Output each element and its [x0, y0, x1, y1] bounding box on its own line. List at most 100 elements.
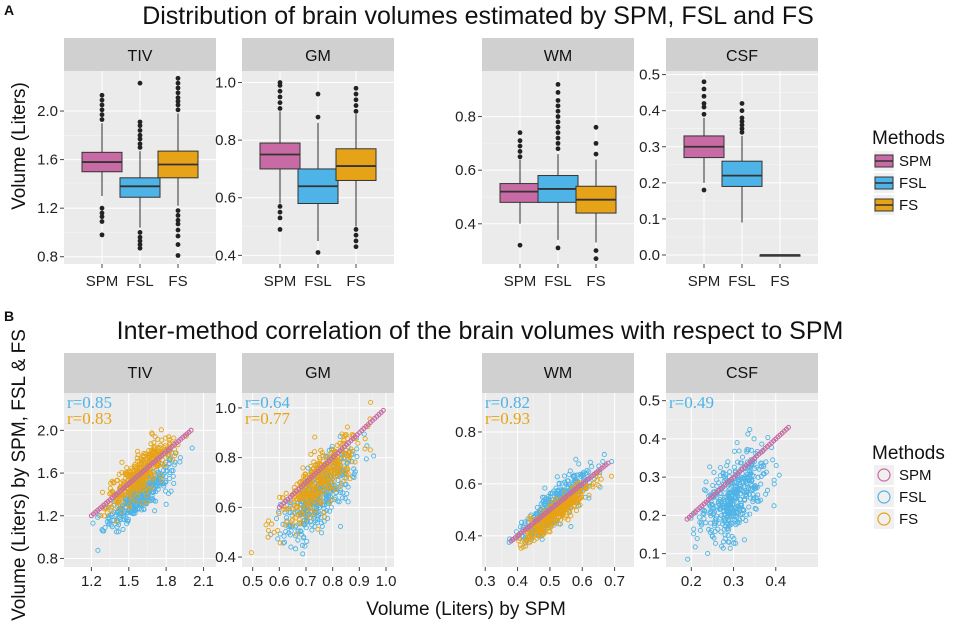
point-fsl: [162, 488, 169, 494]
facet-gm: GM 0.4 0.6 0.8 1.0 SPM FSL FS: [215, 38, 394, 290]
point-fs: [346, 459, 352, 465]
point-fsl: [161, 483, 167, 489]
x-tick-label: 0.2: [681, 573, 702, 590]
point-fs: [300, 465, 306, 471]
outlier-point: [555, 103, 561, 109]
box-fsl: [119, 80, 161, 251]
point-fsl: [587, 459, 593, 465]
point-fs: [608, 473, 615, 479]
point-fsl: [559, 480, 565, 486]
outlier-point: [99, 210, 105, 216]
point-fs: [283, 490, 289, 496]
point-fsl: [319, 523, 325, 529]
point-fs: [303, 516, 309, 522]
point-fsl: [295, 537, 301, 543]
point-fsl: [351, 466, 357, 472]
point-fs: [345, 466, 351, 472]
outlier-point: [277, 80, 283, 85]
point-fsl: [139, 495, 145, 501]
point-fsl: [124, 521, 130, 527]
x-tick-label: 2.1: [193, 573, 214, 590]
outlier-point: [555, 130, 561, 136]
point-fsl: [711, 509, 717, 515]
point-fs: [147, 474, 153, 480]
outlier-point: [175, 227, 181, 233]
point-fs: [158, 472, 164, 478]
scatter-points: [684, 424, 791, 562]
point-fs: [527, 516, 533, 522]
box-fs: [335, 85, 377, 250]
point-fs: [573, 508, 580, 514]
y-tick-label: 0.4: [455, 216, 476, 233]
y-tick-label: 0.8: [37, 550, 58, 567]
point-fs: [329, 497, 335, 503]
outlier-point: [99, 107, 105, 113]
point-fs: [318, 447, 324, 453]
point-fs: [539, 524, 545, 530]
point-fs: [146, 454, 152, 461]
point-fsl: [321, 509, 327, 515]
point-fsl: [522, 521, 528, 527]
box-fs: [575, 124, 617, 262]
point-fsl: [705, 550, 711, 557]
point-fsl: [740, 454, 746, 460]
point-fsl: [744, 447, 750, 453]
point-fs: [282, 522, 288, 528]
x-tick-label: 0.6: [572, 573, 593, 590]
point-fsl: [309, 522, 315, 528]
point-fs: [126, 502, 132, 509]
point-fsl: [741, 497, 748, 503]
point-fs: [550, 521, 556, 527]
y-tick-label: 2.0: [37, 422, 58, 439]
facet-strip: [64, 38, 216, 71]
point-fs: [289, 505, 295, 511]
point-fsl: [300, 551, 306, 557]
outlier-point: [175, 98, 181, 104]
outlier-point: [517, 143, 523, 149]
box-fsl: [721, 101, 763, 223]
point-fsl: [280, 540, 286, 546]
point-fs: [158, 442, 164, 448]
point-fs: [281, 506, 287, 513]
point-fsl: [754, 498, 760, 504]
facet-csf: CSF 0.1 0.2 0.3 0.4 0.5 0.2 0.3 0.4 r=0.49: [639, 353, 818, 590]
outlier-point: [137, 245, 143, 251]
point-fs: [277, 540, 283, 546]
point-fsl: [711, 519, 717, 525]
y-tick-label: 0.8: [215, 132, 236, 149]
point-fsl: [720, 545, 726, 551]
point-fsl: [337, 523, 344, 529]
point-fs: [135, 493, 141, 499]
outlier-point: [739, 122, 745, 128]
point-fs: [148, 441, 154, 447]
x-tick-label: 0.6: [269, 573, 290, 590]
point-fsl: [318, 520, 324, 526]
point-spm: [380, 407, 386, 413]
point-fs: [277, 494, 283, 500]
point-fs: [248, 550, 254, 556]
point-fsl: [765, 434, 771, 441]
box-spm: [683, 79, 725, 193]
r-label-fsl: r=0.49: [669, 393, 714, 412]
point-fsl: [761, 471, 767, 477]
outlier-point: [137, 136, 143, 142]
point-fs: [531, 526, 537, 532]
facet-wm: WM 0.4 0.6 0.8 0.3 0.4 0.5 0.6 0.7 r=0.82r=0.93: [455, 353, 634, 590]
point-fsl: [304, 538, 310, 544]
outlier-point: [555, 108, 561, 114]
point-fs: [125, 485, 131, 491]
point-fs: [566, 503, 573, 509]
point-fsl: [747, 469, 753, 475]
point-fs: [108, 504, 115, 510]
point-fsl: [738, 511, 744, 517]
point-fsl: [340, 490, 346, 496]
point-fsl: [95, 547, 101, 553]
facet-strip: [482, 38, 634, 71]
point-fs: [586, 492, 592, 498]
outlier-point: [517, 130, 523, 136]
point-fsl: [731, 464, 737, 470]
x-tick-label: 0.7: [604, 573, 625, 590]
facet-strip: [482, 353, 634, 393]
outlier-point: [137, 234, 143, 240]
point-fs: [118, 480, 124, 486]
